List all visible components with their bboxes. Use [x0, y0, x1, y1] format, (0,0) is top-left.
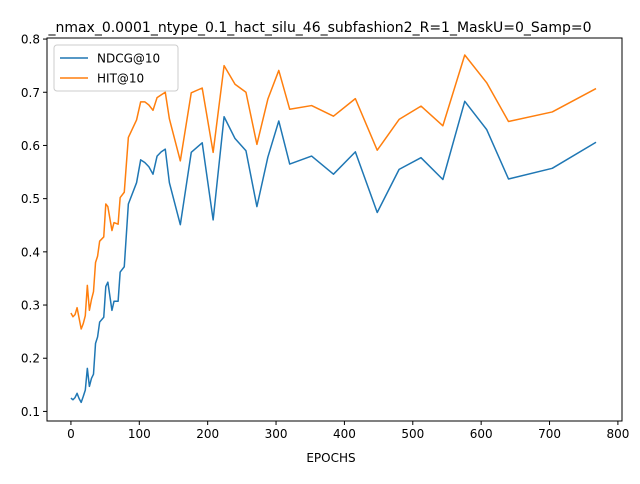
y-tick-label: 0.4	[21, 245, 40, 259]
y-tick-label: 0.2	[21, 352, 40, 366]
plot-frame	[46, 37, 623, 422]
y-axis-ticks: 0.1 0.2 0.3 0.4 0.5 0.6 0.7 0.8	[21, 33, 47, 419]
legend: NDCG@10 HIT@10	[53, 44, 179, 92]
x-tick-label: 800	[606, 427, 629, 441]
legend-label: HIT@10	[97, 72, 144, 86]
series-line-hit-10	[70, 54, 597, 330]
x-tick-label: 500	[401, 427, 424, 441]
x-tick-label: 200	[196, 427, 219, 441]
x-tick-label: 700	[538, 427, 561, 441]
x-axis-label: EPOCHS	[306, 451, 355, 465]
y-tick-label: 0.7	[21, 86, 40, 100]
x-tick-label: 300	[265, 427, 288, 441]
x-tick-label: 400	[333, 427, 356, 441]
x-tick-label: 100	[128, 427, 151, 441]
y-tick-label: 0.3	[21, 299, 40, 313]
x-axis-ticks: 0 100 200 300 400 500 600 700 800	[67, 421, 629, 441]
plot-lines	[70, 54, 597, 404]
y-tick-label: 0.6	[21, 139, 40, 153]
y-tick-label: 0.1	[21, 405, 40, 419]
chart-title: _nmax_0.0001_ntype_0.1_hact_silu_46_subf…	[47, 20, 591, 36]
x-tick-label: 600	[470, 427, 493, 441]
legend-box	[53, 44, 179, 92]
y-tick-label: 0.5	[21, 192, 40, 206]
x-tick-label: 0	[67, 427, 75, 441]
y-tick-label: 0.8	[21, 33, 40, 47]
series-line-ndcg-10	[70, 100, 597, 404]
legend-label: NDCG@10	[97, 52, 160, 66]
